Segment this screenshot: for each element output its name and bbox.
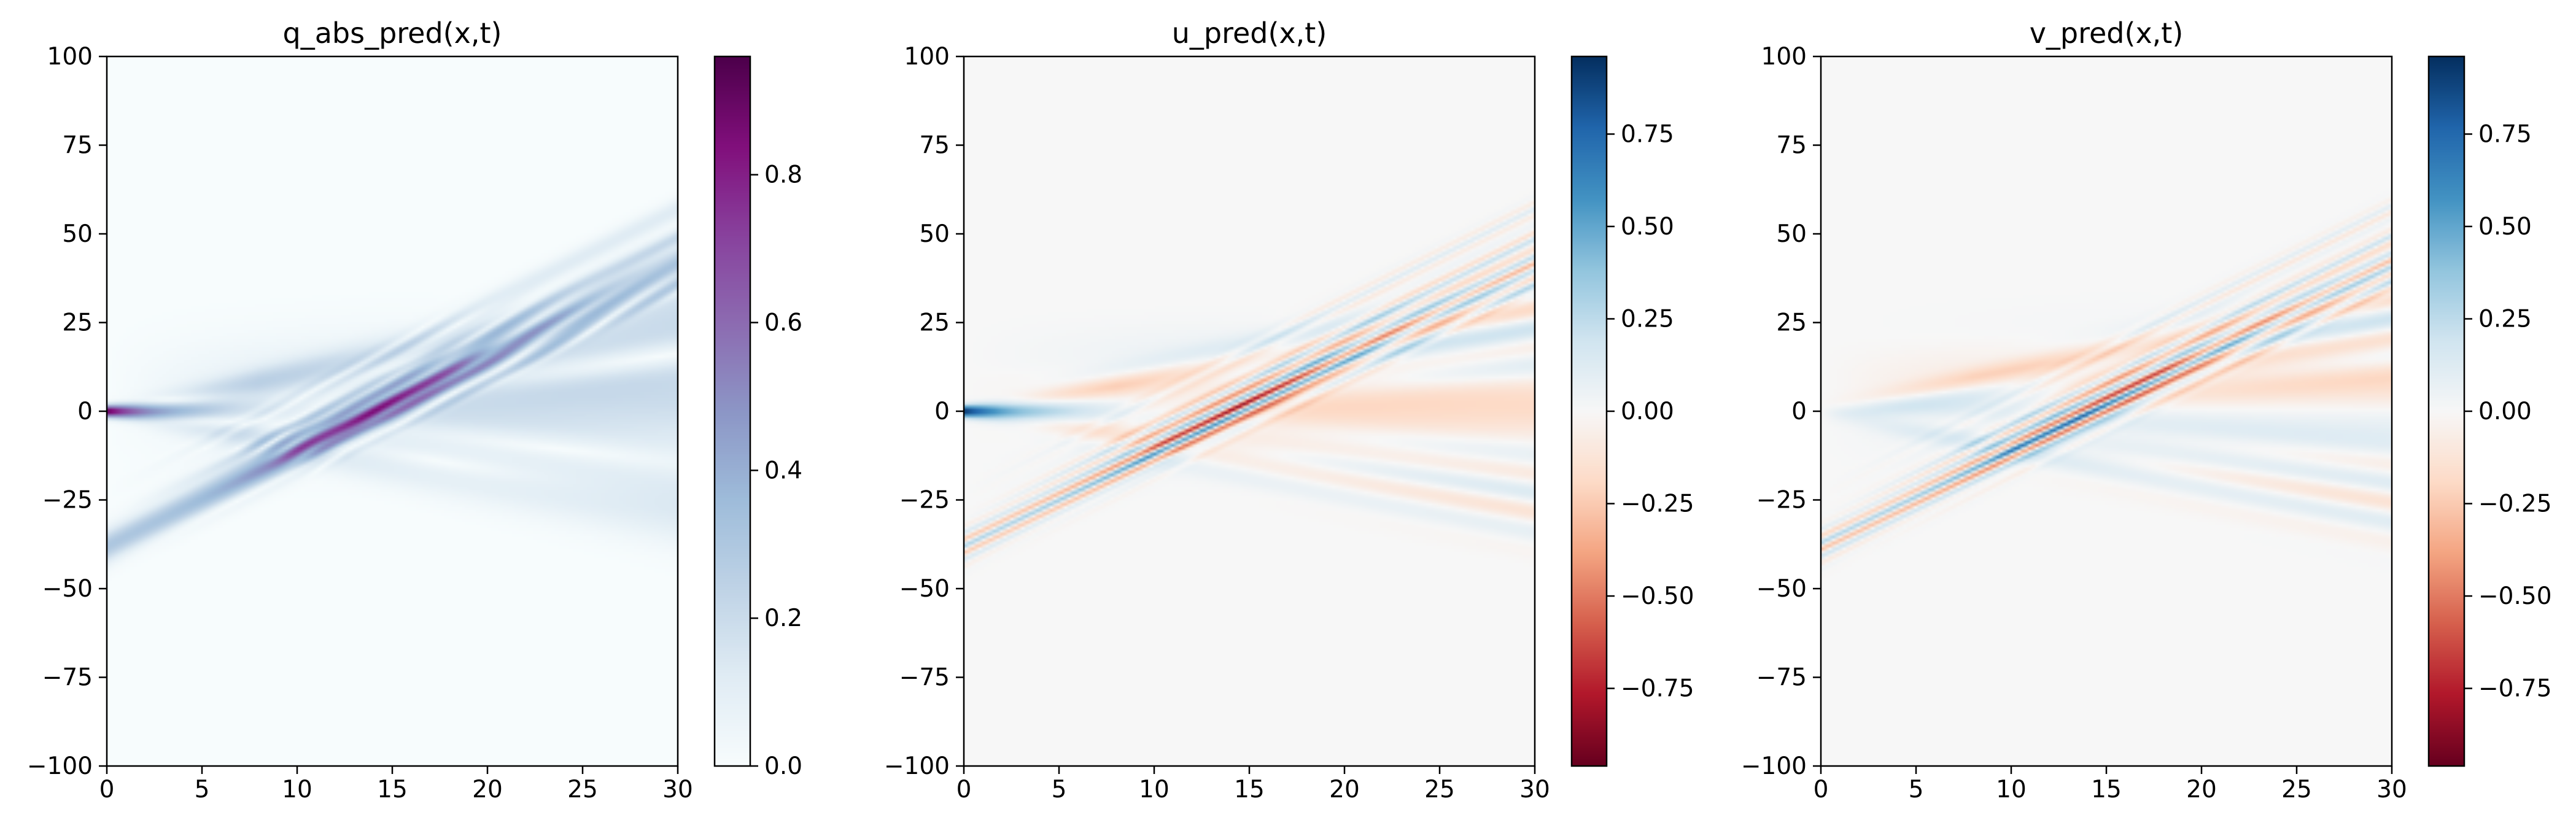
y-tick-label: 50	[1776, 220, 1807, 248]
y-tick-label: −75	[42, 664, 93, 692]
heatmap-image	[964, 56, 1535, 766]
x-tick-label: 5	[1909, 776, 1924, 803]
x-tick-label: 15	[1234, 776, 1265, 803]
colorbar-frame	[713, 55, 751, 767]
panel-q-abs: q_abs_pred(x,t) 0 5 10 15 20 25 30 100 75 50 25 0 −25…	[27, 17, 802, 803]
x-tick-label: 30	[1519, 776, 1550, 803]
colorbar-gradient	[2429, 56, 2464, 766]
x-tick-label: 10	[1139, 776, 1170, 803]
y-tick-label: 100	[47, 43, 93, 71]
colorbar-tick-label: 0.4	[764, 457, 802, 484]
x-tick-label: 0	[99, 776, 115, 803]
y-tick-label: −100	[884, 753, 950, 780]
x-tick-label: 5	[195, 776, 210, 803]
y-tick-label: 0	[934, 398, 950, 425]
colorbar-tick-label: 0.2	[764, 605, 802, 632]
colorbar-tick-label: 0.6	[764, 309, 802, 337]
x-tick-label: 15	[377, 776, 408, 803]
y-tick-label: 25	[919, 309, 950, 337]
colorbar-tick-label: −0.75	[2478, 675, 2552, 703]
x-tick-label: 25	[2281, 776, 2312, 803]
panel-v: v_pred(x,t) 0 5 10 15 20 25 30 100 75 50 25 0 −25 −50 −…	[1741, 17, 2552, 803]
y-tick-label: 75	[1776, 132, 1807, 160]
y-tick-label: −25	[899, 487, 950, 514]
y-tick-label: 75	[62, 132, 93, 160]
y-tick-label: −50	[1756, 575, 1807, 603]
colorbar-tick-label: 0.0	[764, 753, 802, 780]
y-tick-label: 0	[1791, 398, 1807, 425]
panel-title: v_pred(x,t)	[2030, 17, 2184, 50]
colorbar-tick-label: −0.75	[1621, 675, 1694, 703]
colorbar-tick-label: 0.50	[2478, 213, 2532, 241]
colorbar-tick-label: −0.25	[1621, 490, 1694, 518]
colorbar-tick-label: 0.75	[2478, 120, 2532, 148]
x-tick-label: 25	[1424, 776, 1455, 803]
y-tick-label: 0	[77, 398, 93, 425]
colorbar-tick-label: 0.00	[1621, 398, 1674, 425]
y-tick-label: −75	[899, 664, 950, 692]
x-tick-label: 25	[567, 776, 598, 803]
x-tick-label: 5	[1052, 776, 1067, 803]
y-tick-label: −25	[1756, 487, 1807, 514]
y-tick-label: 50	[62, 220, 93, 248]
x-tick-label: 0	[1814, 776, 1829, 803]
heatmap-image	[107, 56, 678, 766]
x-tick-label: 15	[2091, 776, 2122, 803]
y-tick-label: −75	[1756, 664, 1807, 692]
x-tick-label: 30	[662, 776, 693, 803]
colorbar-gradient	[1572, 56, 1607, 766]
x-tick-label: 20	[1329, 776, 1360, 803]
y-tick-label: 25	[1776, 309, 1807, 337]
panel-u: u_pred(x,t) 0 5 10 15 20 25 30 100 75 50 25 0 −25 −50 −…	[884, 17, 1694, 803]
y-tick-label: −100	[1741, 753, 1807, 780]
colorbar-tick-label: −0.50	[1621, 582, 1694, 610]
colorbar-tick-label: 0.25	[1621, 305, 1674, 333]
x-tick-label: 30	[2376, 776, 2407, 803]
colorbar-tick-label: −0.25	[2478, 490, 2552, 518]
colorbar-tick-label: 0.8	[764, 161, 802, 189]
x-tick-label: 10	[282, 776, 312, 803]
y-tick-label: −100	[27, 753, 93, 780]
colorbar-tick-label: 0.25	[2478, 305, 2532, 333]
colorbar-tick-label: 0.00	[2478, 398, 2532, 425]
heatmap-image	[1821, 56, 2392, 766]
x-tick-label: 10	[1996, 776, 2027, 803]
colorbar-tick-label: 0.50	[1621, 213, 1674, 241]
x-tick-label: 20	[472, 776, 503, 803]
y-tick-label: 50	[919, 220, 950, 248]
y-tick-label: 100	[904, 43, 950, 71]
panel-title: q_abs_pred(x,t)	[283, 17, 502, 50]
y-tick-label: −50	[899, 575, 950, 603]
colorbar-gradient	[715, 56, 750, 766]
x-tick-label: 0	[956, 776, 972, 803]
panel-title: u_pred(x,t)	[1172, 17, 1327, 50]
colorbar-tick-label: 0.75	[1621, 120, 1674, 148]
y-tick-label: −50	[42, 575, 93, 603]
y-tick-label: −25	[42, 487, 93, 514]
y-tick-label: 25	[62, 309, 93, 337]
colorbar-tick-label: −0.50	[2478, 582, 2552, 610]
x-tick-label: 20	[2186, 776, 2217, 803]
y-tick-label: 75	[919, 132, 950, 160]
y-tick-label: 100	[1761, 43, 1807, 71]
